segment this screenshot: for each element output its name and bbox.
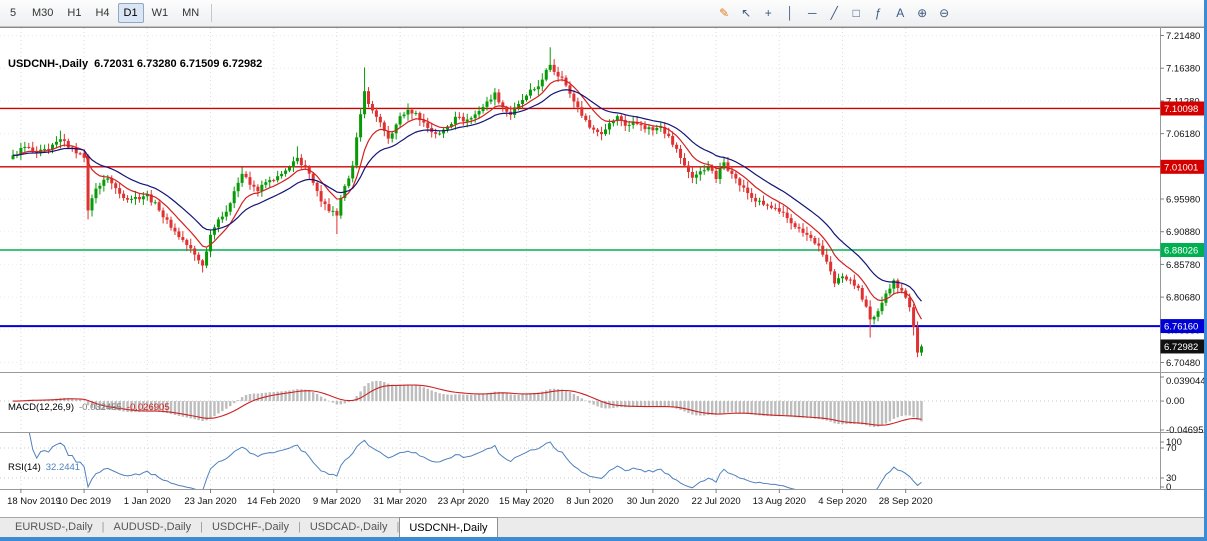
timeframe-toolbar: 5 M30 H1 H4 D1 W1 MN xyxy=(1,3,206,23)
price-axis: 6.704806.755806.806806.857806.908806.959… xyxy=(1160,31,1207,493)
svg-text:6.88026: 6.88026 xyxy=(1164,246,1198,257)
chart-canvas[interactable]: 6.704806.755806.806806.857806.908806.959… xyxy=(0,27,1207,517)
svg-text:6.90880: 6.90880 xyxy=(1166,227,1200,238)
chart-tab-usdcnh[interactable]: USDCNH-,Daily xyxy=(399,517,498,537)
svg-text:10 Dec 2019: 10 Dec 2019 xyxy=(57,496,111,507)
svg-text:15 May 2020: 15 May 2020 xyxy=(499,496,554,507)
svg-text:6.72982: 6.72982 xyxy=(1164,342,1198,353)
chart-background xyxy=(0,27,1207,517)
svg-text:70: 70 xyxy=(1166,443,1177,454)
svg-text:30 Jun 2020: 30 Jun 2020 xyxy=(627,496,679,507)
current-price-tag xyxy=(1160,339,1207,354)
channel-icon[interactable]: □ xyxy=(852,6,860,20)
svg-text:9 Mar 2020: 9 Mar 2020 xyxy=(313,496,361,507)
svg-text:23 Apr 2020: 23 Apr 2020 xyxy=(438,496,489,507)
timeframe-m30-button[interactable]: M30 xyxy=(32,7,54,19)
zoom-in-icon[interactable]: ⊕ xyxy=(917,6,928,20)
timeframe-mn-button[interactable]: MN xyxy=(182,7,200,19)
svg-text:28 Sep 2020: 28 Sep 2020 xyxy=(879,496,933,507)
timeframe-h1-button[interactable]: H1 xyxy=(67,7,82,19)
level-price-tag xyxy=(1160,319,1207,334)
svg-text:23 Jan 2020: 23 Jan 2020 xyxy=(184,496,236,507)
timeframe-d1-button[interactable]: D1 xyxy=(117,3,144,23)
svg-text:7.16380: 7.16380 xyxy=(1166,64,1200,75)
tab-separator: | xyxy=(101,521,105,533)
chart-tab-usdchf[interactable]: USDCHF-,Daily xyxy=(211,521,289,533)
svg-text:1 Jan 2020: 1 Jan 2020 xyxy=(124,496,171,507)
svg-text:14 Feb 2020: 14 Feb 2020 xyxy=(247,496,300,507)
crosshair-icon[interactable]: + xyxy=(764,6,772,20)
svg-text:18 Nov 2019: 18 Nov 2019 xyxy=(7,496,61,507)
toolbar-separator xyxy=(211,4,213,22)
svg-text:30: 30 xyxy=(1166,473,1177,484)
svg-text:0: 0 xyxy=(1166,482,1171,493)
svg-text:0.00: 0.00 xyxy=(1166,396,1185,407)
text-icon[interactable]: A xyxy=(896,6,905,20)
svg-text:6.95980: 6.95980 xyxy=(1166,195,1200,206)
svg-text:7.10098: 7.10098 xyxy=(1164,104,1198,115)
svg-text:6.76160: 6.76160 xyxy=(1164,322,1198,333)
svg-text:4 Sep 2020: 4 Sep 2020 xyxy=(818,496,867,507)
level-price-tag xyxy=(1160,159,1207,174)
moving-averages-layer xyxy=(12,79,923,320)
timeframe-5-button[interactable]: 5 xyxy=(9,7,17,19)
svg-text:6.70480: 6.70480 xyxy=(1166,358,1200,369)
candles-layer xyxy=(11,47,923,358)
svg-text:22 Jul 2020: 22 Jul 2020 xyxy=(692,496,741,507)
level-price-tag xyxy=(1160,243,1207,258)
svg-text:7.21480: 7.21480 xyxy=(1166,31,1200,42)
chart-area[interactable]: 6.704806.755806.806806.857806.908806.959… xyxy=(0,27,1207,517)
tab-separator: | xyxy=(297,521,301,533)
svg-text:8 Jun 2020: 8 Jun 2020 xyxy=(566,496,613,507)
tab-separator: | xyxy=(200,521,203,533)
svg-text:6.80680: 6.80680 xyxy=(1166,293,1200,304)
trendline-icon[interactable]: ╱ xyxy=(830,6,838,20)
cursor-icon[interactable]: ↖ xyxy=(741,6,752,20)
timeframe-w1-button[interactable]: W1 xyxy=(151,7,169,19)
window-right-border xyxy=(1204,0,1207,541)
svg-text:13 Aug 2020: 13 Aug 2020 xyxy=(753,496,806,507)
svg-text:7.06180: 7.06180 xyxy=(1166,129,1200,140)
fibonacci-icon[interactable]: ƒ xyxy=(874,6,882,20)
level-price-tag xyxy=(1160,101,1207,116)
svg-text:0.039044: 0.039044 xyxy=(1166,376,1206,387)
chart-tab-usdcad[interactable]: USDCAD-,Daily xyxy=(309,521,388,533)
chart-tools-toolbar: ✎ ↖ + │ ─ ╱ □ ƒ A ⊕ ⊖ xyxy=(713,3,955,23)
svg-text:7.01001: 7.01001 xyxy=(1164,162,1198,173)
top-toolbar: 5 M30 H1 H4 D1 W1 MN ✎ ↖ + │ ─ ╱ □ ƒ A ⊕ ⊖ xyxy=(0,0,1207,27)
horizontal-line-icon[interactable]: ─ xyxy=(807,6,817,20)
svg-text:6.85780: 6.85780 xyxy=(1166,260,1200,271)
window-bottom-border xyxy=(0,537,1207,541)
svg-text:-0.046955: -0.046955 xyxy=(1166,425,1207,436)
tab-separator: | xyxy=(396,521,400,533)
chart-tab-bar: EURUSD-,Daily | AUDUSD-,Daily | USDCHF-,Dail… xyxy=(0,517,1207,537)
svg-text:100: 100 xyxy=(1166,437,1182,448)
rsi-layer xyxy=(28,433,922,489)
new-order-icon[interactable]: ✎ xyxy=(719,6,730,20)
svg-text:31 Mar 2020: 31 Mar 2020 xyxy=(373,496,426,507)
timeframe-h4-button[interactable]: H4 xyxy=(95,7,110,19)
macd-layer xyxy=(11,380,923,428)
chart-tab-eurusd[interactable]: EURUSD-,Daily xyxy=(15,521,93,533)
zoom-out-icon[interactable]: ⊖ xyxy=(939,6,950,20)
chart-tab-audusd[interactable]: AUDUSD-,Daily xyxy=(113,521,192,533)
vertical-line-icon[interactable]: │ xyxy=(786,6,794,20)
